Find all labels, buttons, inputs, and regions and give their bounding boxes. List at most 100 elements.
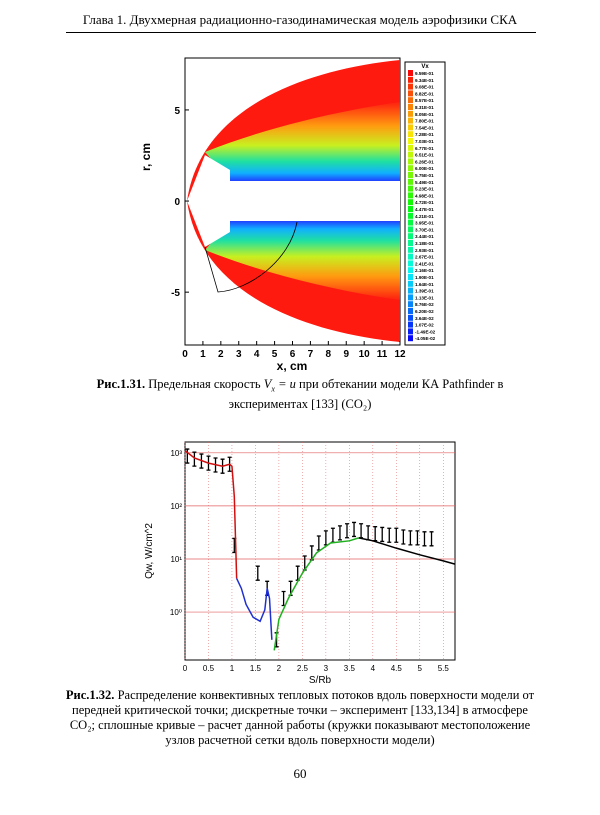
data-point xyxy=(401,529,406,545)
legend-swatch xyxy=(408,301,413,308)
contour-plot xyxy=(184,57,446,346)
x-tick-label: 2 xyxy=(218,349,224,360)
legend-swatch xyxy=(408,199,413,206)
x-tick-label: 0.5 xyxy=(203,664,215,673)
data-point xyxy=(429,531,434,547)
legend-swatch xyxy=(408,321,413,328)
data-point xyxy=(387,527,392,543)
legend-label: 6.77E-01 xyxy=(415,146,434,151)
x-tick-label: 3 xyxy=(236,349,242,360)
legend-swatch xyxy=(408,138,413,144)
x-tick-label: 12 xyxy=(394,349,406,360)
legend-label: 8.57E-01 xyxy=(415,98,434,103)
legend-swatch xyxy=(408,172,413,178)
flow-bottom xyxy=(205,221,400,300)
legend-label: 2.41E-01 xyxy=(415,261,434,266)
legend-swatch xyxy=(408,70,413,76)
data-point xyxy=(422,531,427,547)
x-tick-label: 5 xyxy=(418,664,423,673)
legend-swatch xyxy=(408,308,413,314)
legend-label: 8.05E-01 xyxy=(415,112,434,117)
legend-swatch xyxy=(408,131,413,138)
legend-swatch xyxy=(408,104,413,110)
curve xyxy=(273,537,359,651)
legend-label: 1.64E-01 xyxy=(415,282,434,287)
legend-swatch xyxy=(408,233,413,240)
y-axis-label: r, cm xyxy=(139,143,153,171)
y-tick-label: 10³ xyxy=(170,449,182,458)
caption-2: Рис.1.32. Распределение конвективных теп… xyxy=(60,688,540,748)
x-tick-label: 8 xyxy=(326,349,332,360)
legend-swatch xyxy=(408,314,413,321)
legend-label: 7.28E-01 xyxy=(415,132,434,137)
model-body xyxy=(187,155,400,247)
legend-swatch xyxy=(408,192,413,199)
x-tick-label: 4 xyxy=(254,349,260,360)
legend-label: 9.34E-01 xyxy=(415,78,434,83)
legend-label: 3.18E-01 xyxy=(415,241,434,246)
legend-label: 2.16E-01 xyxy=(415,268,434,273)
x-tick-label: 11 xyxy=(377,349,388,360)
legend-swatch xyxy=(408,90,413,97)
x-tick-label: 7 xyxy=(308,349,314,360)
x-axis-label: S/Rb xyxy=(309,675,332,686)
caption-text: Предельная скорость xyxy=(148,377,261,391)
legend-label: 9.08E-01 xyxy=(415,85,434,90)
curve xyxy=(235,578,273,640)
legend-label: 4.72E-01 xyxy=(415,200,434,205)
legend-swatch xyxy=(408,287,413,294)
legend-label: -1.49E-02 xyxy=(415,329,436,334)
flow-top xyxy=(205,102,400,181)
legend-label: 3.44E-01 xyxy=(415,234,434,239)
legend-label: 3.70E-01 xyxy=(415,227,434,232)
header-rule xyxy=(66,32,536,33)
y-axis-label: Qw, W/cm^2 xyxy=(144,523,155,579)
legend-swatch xyxy=(408,206,413,212)
x-tick-label: 4 xyxy=(371,664,376,673)
y-tick-label: 5 xyxy=(174,106,180,117)
legend-swatch xyxy=(408,226,413,233)
x-tick-label: 5 xyxy=(272,349,278,360)
legend-label: 3.95E-01 xyxy=(415,221,434,226)
legend-swatch xyxy=(408,212,413,219)
data-point xyxy=(394,527,399,543)
legend-label: 1.39E-01 xyxy=(415,289,434,294)
curve xyxy=(358,537,456,565)
legend-swatch xyxy=(408,97,413,104)
y-tick-label: 10² xyxy=(170,502,182,511)
data-point xyxy=(408,530,413,546)
legend-swatch xyxy=(408,260,413,267)
caption-text: Распределение конвективных тепловых пото… xyxy=(69,688,535,747)
formula: = u xyxy=(278,377,296,391)
legend-title: Vx xyxy=(421,64,429,70)
legend-swatch xyxy=(408,335,413,342)
x-tick-label: 3.5 xyxy=(344,664,356,673)
data-point xyxy=(352,521,357,538)
legend-swatch xyxy=(408,144,413,151)
legend-label: 6.26E-01 xyxy=(415,159,434,164)
data-point xyxy=(415,530,420,546)
legend-label: 6.51E-01 xyxy=(415,153,434,158)
legend-swatch xyxy=(408,178,413,185)
header: Глава 1. Двухмерная радиационно-газодина… xyxy=(82,12,518,27)
legend-label: 2.67E-01 xyxy=(415,255,434,260)
x-tick-label: 5.5 xyxy=(438,664,450,673)
x-tick-label: 1 xyxy=(200,349,206,360)
legend-label: 7.54E-01 xyxy=(415,125,434,130)
x-tick-label: 10 xyxy=(359,349,371,360)
x-tick-label: 1 xyxy=(230,664,235,673)
legend-swatch xyxy=(408,165,413,172)
page-number: 60 xyxy=(293,766,307,781)
legend-label: 4.98E-01 xyxy=(415,193,434,198)
y-tick-label: 0 xyxy=(174,197,180,208)
legend-label: 2.93E-01 xyxy=(415,248,434,253)
legend-label: 9.59E-01 xyxy=(415,71,434,76)
data-point xyxy=(192,451,197,467)
legend-label: 6.00E-01 xyxy=(415,166,434,171)
x-tick-label: 3 xyxy=(324,664,329,673)
legend-swatch xyxy=(408,274,413,280)
legend-label: 5.23E-01 xyxy=(415,187,434,192)
legend-swatch xyxy=(408,124,413,131)
